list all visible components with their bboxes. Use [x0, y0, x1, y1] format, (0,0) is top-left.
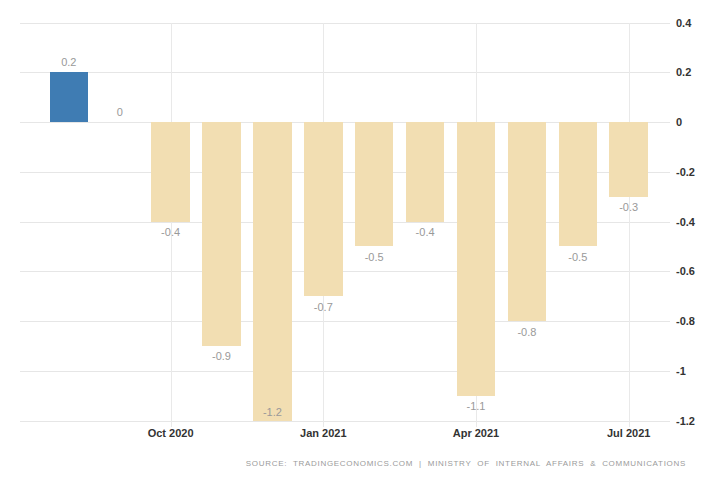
bar-value-label: -0.8: [505, 326, 549, 338]
y-axis-label: -0.2: [676, 166, 695, 178]
bar-value-label: -0.3: [607, 201, 651, 213]
gridline: [20, 23, 670, 24]
bar-value-label: -1.1: [454, 400, 498, 412]
bar[interactable]: [406, 122, 445, 222]
bar[interactable]: [253, 122, 292, 421]
y-axis-label: 0: [676, 116, 682, 128]
bar-value-label: -0.7: [301, 301, 345, 313]
bar[interactable]: [151, 122, 190, 222]
bar[interactable]: [508, 122, 547, 321]
bar-value-label: -0.9: [200, 350, 244, 362]
bar-value-label: -1.2: [250, 406, 294, 418]
y-axis-label: 0.2: [676, 66, 691, 78]
bar[interactable]: [609, 122, 648, 197]
gridline: [20, 421, 670, 422]
source-attribution: SOURCE: TRADINGECONOMICS.COM | MINISTRY …: [246, 459, 686, 469]
bar-value-label: -0.5: [556, 251, 600, 263]
bar-value-label: -0.4: [403, 226, 447, 238]
gridline: [20, 321, 670, 322]
y-axis-label: -0.6: [676, 265, 695, 277]
gridline: [20, 371, 670, 372]
bar[interactable]: [457, 122, 496, 396]
y-axis-label: -1.2: [676, 415, 695, 427]
bar[interactable]: [355, 122, 394, 246]
y-axis-label: -0.8: [676, 315, 695, 327]
x-axis-label: Jul 2021: [594, 426, 664, 440]
x-axis-label: Jan 2021: [288, 426, 358, 440]
bar-value-label: 0.2: [47, 56, 91, 68]
vertical-gridline: [171, 23, 172, 427]
gridline: [20, 72, 670, 73]
y-axis-label: 0.4: [676, 17, 691, 29]
bar-value-label: -0.4: [149, 226, 193, 238]
bar-value-label: -0.5: [352, 251, 396, 263]
x-axis-label: Oct 2020: [136, 426, 206, 440]
bar[interactable]: [304, 122, 343, 296]
bar[interactable]: [50, 72, 89, 122]
bar-value-label: 0: [98, 106, 142, 118]
gridline: [20, 271, 670, 272]
y-axis-label: -1: [676, 365, 686, 377]
bar[interactable]: [559, 122, 598, 246]
vertical-gridline: [629, 23, 630, 427]
x-axis-label: Apr 2021: [441, 426, 511, 440]
y-axis-label: -0.4: [676, 216, 695, 228]
bar-chart: 0.4 0.2 0 -0.2 -0.4 -0.6 -0.8 -1 -1.2 Oct 2020 Jan…: [0, 0, 728, 485]
bar[interactable]: [202, 122, 241, 346]
